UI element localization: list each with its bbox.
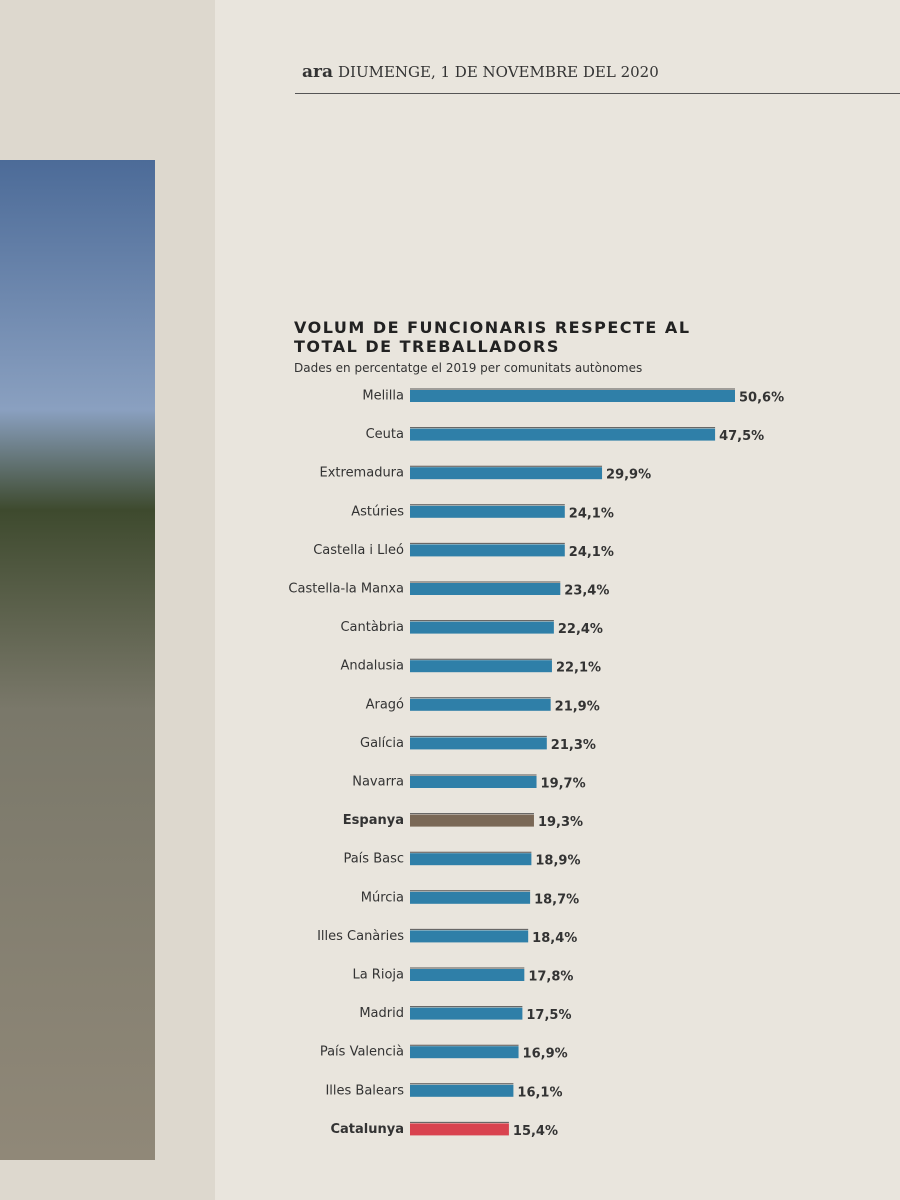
value-label: 24,1% bbox=[569, 545, 614, 560]
value-label: 16,1% bbox=[517, 1085, 562, 1100]
value-label: 17,8% bbox=[528, 970, 573, 985]
value-label: 29,9% bbox=[606, 468, 651, 483]
category-label: Castella i Lleó bbox=[313, 543, 404, 558]
bar bbox=[410, 428, 716, 441]
brand: ara bbox=[302, 62, 333, 82]
category-label: Espanya bbox=[343, 813, 404, 828]
category-label: Aragó bbox=[366, 697, 404, 712]
value-label: 19,7% bbox=[541, 777, 586, 792]
value-label: 16,9% bbox=[523, 1047, 568, 1062]
value-label: 22,1% bbox=[556, 661, 601, 676]
category-label: La Rioja bbox=[352, 968, 404, 983]
left-page bbox=[0, 0, 215, 1200]
value-label: 24,1% bbox=[569, 506, 614, 521]
bar bbox=[410, 698, 551, 711]
category-label: Catalunya bbox=[330, 1122, 404, 1137]
category-label: Cantàbria bbox=[340, 620, 404, 635]
category-label: Múrcia bbox=[361, 890, 404, 905]
bar bbox=[410, 1046, 519, 1059]
value-label: 18,9% bbox=[535, 854, 580, 869]
chart-subtitle: Dades en percentatge el 2019 per comunit… bbox=[294, 361, 643, 375]
category-label: Madrid bbox=[359, 1006, 404, 1021]
category-label: Ceuta bbox=[366, 427, 404, 442]
header-rule bbox=[295, 93, 900, 94]
bar bbox=[410, 853, 532, 866]
value-label: 50,6% bbox=[739, 391, 784, 406]
chart-title: VOLUM DE FUNCIONARIS RESPECTE AL TOTAL D… bbox=[294, 318, 691, 356]
bar bbox=[410, 1084, 514, 1097]
value-label: 23,4% bbox=[564, 584, 609, 599]
value-label: 21,9% bbox=[555, 699, 600, 714]
category-label: País Basc bbox=[343, 852, 404, 867]
category-label: Navarra bbox=[352, 775, 404, 790]
value-label: 47,5% bbox=[719, 429, 764, 444]
bar bbox=[410, 467, 603, 480]
bar bbox=[410, 776, 537, 788]
category-label: Melilla bbox=[362, 389, 404, 404]
category-label: Andalusia bbox=[340, 659, 404, 674]
value-label: 17,5% bbox=[526, 1008, 571, 1023]
bar bbox=[410, 737, 547, 750]
photo bbox=[0, 160, 155, 1160]
page-header: ara DIUMENGE, 1 DE NOVEMBRE DEL 2020 bbox=[302, 62, 659, 82]
value-label: 21,3% bbox=[551, 738, 596, 753]
value-label: 22,4% bbox=[558, 622, 603, 637]
bar bbox=[410, 583, 561, 595]
value-label: 18,4% bbox=[532, 931, 577, 946]
bar bbox=[410, 1123, 509, 1136]
bar bbox=[410, 1007, 523, 1020]
bar bbox=[410, 969, 525, 981]
bar bbox=[410, 891, 531, 904]
category-label: Extremadura bbox=[320, 466, 405, 481]
bar bbox=[410, 660, 552, 673]
category-label: Galícia bbox=[360, 736, 404, 751]
bar bbox=[410, 390, 735, 402]
category-label: Castella-la Manxa bbox=[288, 582, 404, 597]
value-label: 19,3% bbox=[538, 815, 583, 830]
category-label: País Valencià bbox=[320, 1045, 404, 1060]
date: DIUMENGE, 1 DE NOVEMBRE DEL 2020 bbox=[338, 63, 659, 81]
bar bbox=[410, 621, 554, 634]
value-label: 15,4% bbox=[513, 1124, 558, 1139]
bar bbox=[410, 930, 529, 943]
value-label: 18,7% bbox=[534, 892, 579, 907]
bar bbox=[410, 505, 565, 518]
bar bbox=[410, 544, 565, 557]
category-label: Astúries bbox=[351, 504, 404, 519]
category-label: Illes Canàries bbox=[317, 929, 404, 944]
bar bbox=[410, 814, 534, 827]
category-label: Illes Balears bbox=[325, 1083, 404, 1098]
